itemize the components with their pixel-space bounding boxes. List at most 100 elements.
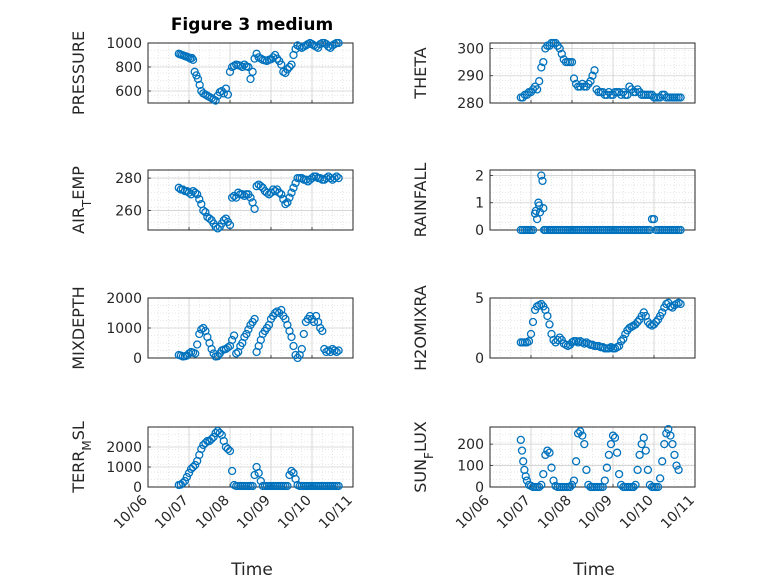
sun_flux-point bbox=[521, 472, 530, 481]
mixdepth-point bbox=[191, 349, 200, 358]
mixdepth-point bbox=[227, 335, 237, 345]
sun_flux-point bbox=[674, 465, 683, 475]
terr_msl-point bbox=[250, 470, 259, 480]
terr_msl-point bbox=[227, 466, 237, 476]
mixdepth-ytick-label: 0 bbox=[133, 351, 142, 367]
sun_flux-point bbox=[660, 439, 669, 449]
sun_flux-point bbox=[571, 457, 581, 466]
h2omixra-point bbox=[649, 320, 659, 329]
h2omixra-axes-box bbox=[489, 297, 696, 359]
terr_msl-ytick-label: 0 bbox=[133, 480, 142, 496]
sun_flux-ytick-label: 200 bbox=[457, 437, 484, 453]
mixdepth-point bbox=[223, 343, 233, 352]
rainfall-point bbox=[649, 214, 659, 224]
sun_flux-point bbox=[635, 450, 644, 460]
h2omixra-point bbox=[633, 317, 642, 327]
theta-point bbox=[569, 74, 579, 83]
mixdepth-point bbox=[287, 332, 296, 342]
mixdepth-point bbox=[229, 331, 239, 340]
air_temp-point bbox=[297, 173, 306, 183]
rainfall-point bbox=[645, 225, 655, 235]
pressure-point bbox=[219, 89, 228, 98]
terr_msl-point bbox=[287, 466, 296, 476]
terr_msl-point bbox=[201, 438, 210, 448]
h2omixra-ytick-label: 0 bbox=[475, 351, 484, 367]
mixdepth-point bbox=[184, 349, 194, 358]
theta-point bbox=[676, 93, 685, 102]
terr_msl-point bbox=[283, 481, 292, 491]
theta-ytick-label: 300 bbox=[457, 41, 484, 57]
air_temp-point bbox=[332, 172, 341, 181]
theta-point bbox=[557, 49, 566, 59]
figure-title: Figure 3 medium bbox=[171, 15, 333, 35]
sun_flux-ytick-label: 0 bbox=[475, 480, 484, 496]
sun_flux-point bbox=[612, 448, 622, 457]
theta-axes-box bbox=[489, 42, 696, 104]
sun_flux-point bbox=[539, 469, 548, 479]
sun_flux-point bbox=[565, 482, 575, 492]
sun_flux-point bbox=[578, 431, 587, 440]
sun_flux-point bbox=[517, 446, 527, 455]
mixdepth-point bbox=[324, 346, 333, 355]
sun_flux-point bbox=[653, 482, 663, 492]
air_temp-point bbox=[277, 190, 286, 199]
mixdepth-axes-box bbox=[147, 297, 354, 359]
sun_flux-point bbox=[516, 435, 525, 445]
rainfall-ytick-label: 2 bbox=[475, 168, 484, 184]
pressure-point bbox=[248, 67, 257, 76]
sun_flux-point bbox=[662, 429, 671, 438]
pressure-point bbox=[188, 55, 198, 64]
pressure-point bbox=[268, 53, 278, 62]
air_temp-point bbox=[316, 173, 325, 183]
air_temp-point bbox=[270, 186, 280, 196]
h2omixra-point bbox=[619, 334, 628, 343]
pressure-point bbox=[277, 60, 286, 69]
theta-point bbox=[567, 57, 577, 67]
air_temp-ylabel: AIRTEMP bbox=[69, 166, 94, 234]
mixdepth-point bbox=[193, 340, 202, 349]
rainfall-ylabel: RAINFALL bbox=[411, 163, 430, 238]
sun_flux-point bbox=[522, 476, 532, 485]
pressure-point bbox=[244, 62, 253, 72]
h2omixra-point bbox=[543, 311, 552, 321]
h2omixra-point bbox=[524, 337, 534, 346]
sun_flux-point bbox=[608, 431, 618, 440]
sun_flux-point bbox=[602, 463, 612, 472]
pressure-point bbox=[266, 55, 276, 64]
terr_msl-axes-box bbox=[147, 426, 354, 488]
mixdepth-point bbox=[197, 325, 206, 334]
rainfall-point bbox=[537, 171, 546, 180]
sun_flux-point bbox=[668, 439, 677, 449]
pressure-point bbox=[195, 80, 204, 90]
mixdepth-point bbox=[232, 349, 241, 358]
terr_msl-point bbox=[180, 476, 190, 486]
h2omixra-panel: 0 5 H2OMIXRA bbox=[411, 285, 696, 371]
h2omixra-point bbox=[658, 308, 667, 317]
rainfall-ytick-label: 1 bbox=[475, 196, 484, 212]
terr_msl-point bbox=[188, 462, 198, 472]
terr_msl-point bbox=[256, 476, 265, 486]
sun_flux-point bbox=[604, 450, 614, 460]
terr_msl-point bbox=[248, 481, 257, 491]
mixdepth-point bbox=[318, 326, 327, 336]
mixdepth-ytick-label: 2000 bbox=[106, 291, 142, 307]
terr_msl-ytick-label: 1000 bbox=[106, 460, 142, 476]
h2omixra-point bbox=[614, 341, 624, 351]
h2omixra-point bbox=[545, 320, 554, 329]
sun_flux-point bbox=[545, 448, 554, 457]
mixdepth-point bbox=[297, 344, 306, 354]
theta-panel: 280 290 300 THETA bbox=[411, 38, 696, 112]
pressure-point bbox=[223, 90, 233, 99]
air_temp-point bbox=[262, 188, 272, 197]
theta-point bbox=[535, 77, 544, 86]
sun_flux-point bbox=[631, 480, 640, 490]
theta-ytick-label: 280 bbox=[457, 96, 484, 112]
xlabel-right: Time bbox=[572, 560, 615, 580]
mixdepth-ytick-label: 1000 bbox=[106, 321, 142, 337]
terr_msl-point bbox=[191, 460, 200, 470]
air_temp-point bbox=[238, 190, 247, 199]
theta-ytick-label: 290 bbox=[457, 69, 484, 85]
air_temp-point bbox=[291, 178, 300, 188]
h2omixra-point bbox=[651, 317, 661, 327]
